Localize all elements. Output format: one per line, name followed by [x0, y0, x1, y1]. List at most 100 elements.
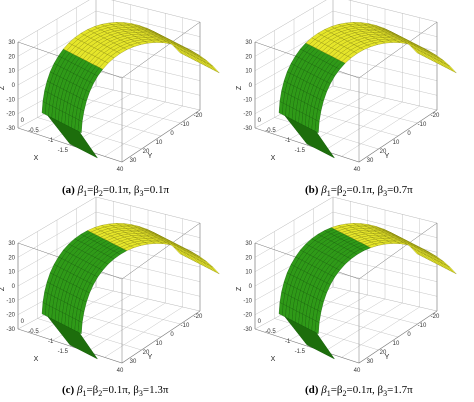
caption-subscript: 1	[82, 389, 87, 399]
surface-plot-d: 3020100-10-20-30Z403020100-10-20Y0-0.5-1…	[236, 196, 457, 374]
x-axis-label: X	[271, 356, 276, 363]
caption-subscript: 3	[383, 189, 388, 199]
caption-text: β	[321, 184, 327, 196]
caption-subscript: 3	[383, 389, 388, 399]
z-tick-label: -30	[243, 126, 252, 132]
caption-subscript: 3	[138, 389, 143, 399]
y-tick-label: 10	[393, 140, 400, 146]
caption-text: =0.1π, β	[102, 184, 140, 196]
z-tick-label: 10	[245, 69, 252, 75]
caption-text: β	[76, 384, 83, 396]
caption-a: (a) β1=β2=0.1π, β3=0.1π	[62, 184, 169, 198]
x-axis-label: X	[34, 356, 39, 363]
green-flap	[47, 115, 98, 159]
z-tick-label: -30	[6, 327, 15, 333]
caption-text: =β	[86, 384, 99, 396]
z-tick-label: 10	[8, 270, 15, 276]
x-axis-label: X	[34, 155, 39, 162]
z-tick-label: 20	[245, 255, 252, 261]
panel-a: 3020100-10-20-30Z403020100-10-20Y0-0.5-1…	[0, 0, 237, 201]
y-tick-label: 0	[170, 131, 174, 137]
x-tick-label: -1	[48, 339, 54, 345]
caption-text: =0.1π, β	[346, 384, 384, 396]
y-tick-label: 20	[380, 149, 387, 155]
z-tick-label: -20	[243, 112, 252, 118]
z-tick-label: 0	[249, 83, 253, 89]
caption-subscript: 3	[139, 189, 144, 199]
surface	[41, 22, 220, 159]
grid-line	[37, 30, 142, 150]
y-tick-label: 30	[367, 359, 374, 365]
x-tick-label: -1.5	[58, 148, 69, 154]
z-tick-label: -10	[6, 97, 15, 103]
y-tick-label: -10	[181, 323, 190, 329]
caption-b: (b) β1=β2=0.1π, β3=0.7π	[305, 184, 413, 198]
y-tick-label: 40	[354, 167, 361, 173]
x-tick-label: -0.5	[265, 128, 276, 134]
y-tick-label: 20	[380, 350, 387, 356]
surface	[278, 22, 457, 159]
surface	[278, 223, 457, 360]
caption-subscript: 2	[342, 189, 347, 199]
z-tick-label: 10	[245, 270, 252, 276]
z-tick-label: -20	[6, 313, 15, 319]
caption-text: =β	[87, 184, 99, 196]
y-tick-label: 40	[117, 368, 124, 374]
caption-subscript: 2	[98, 389, 103, 399]
caption-subscript: 1	[83, 189, 88, 199]
yellow-surface-cell	[446, 64, 457, 74]
z-tick-label: -10	[243, 97, 252, 103]
y-axis-label: Y	[385, 153, 390, 160]
x-tick-label: -0.5	[265, 329, 276, 335]
x-tick-label: -1.5	[58, 349, 69, 355]
caption-text: =1.7π	[387, 384, 413, 396]
caption-text: =0.1π, β	[346, 184, 384, 196]
caption-text: =0.1π	[143, 184, 169, 196]
caption-text: =0.7π	[387, 184, 413, 196]
green-flap	[47, 316, 98, 360]
y-tick-label: 0	[407, 131, 411, 137]
y-tick-label: 0	[170, 332, 174, 338]
x-tick-label: -1.5	[295, 148, 306, 154]
x-tick-label: -0.5	[28, 329, 39, 335]
y-tick-label: 40	[117, 167, 124, 173]
x-tick-label: 0	[21, 118, 25, 124]
caption-label: (b)	[305, 184, 319, 196]
grid-line	[37, 231, 142, 351]
y-tick-label: 10	[156, 341, 163, 347]
panel-b: 30 20 10 0 -10 -20 -30 Z 40 30 20 10 0 -10 -20 Y 0 -0.5 -1…	[236, 0, 474, 201]
surface-plot-b: 3020100-10-20-30Z403020100-10-20Y0-0.5-1…	[236, 0, 457, 173]
z-tick-label: 0	[249, 284, 253, 290]
x-tick-label: -1	[285, 138, 291, 144]
z-axis-label: Z	[236, 286, 243, 291]
y-tick-label: 0	[407, 332, 411, 338]
z-tick-label: -10	[243, 298, 252, 304]
caption-label: (c)	[62, 384, 75, 396]
z-tick-label: -30	[243, 327, 252, 333]
y-tick-label: -20	[431, 113, 440, 119]
z-axis-label: Z	[0, 85, 6, 90]
caption-text: β	[321, 384, 327, 396]
y-axis-label: Y	[148, 153, 153, 160]
z-tick-label: -20	[243, 313, 252, 319]
caption-c: (c) β1=β2=0.1π, β3=1.3π	[62, 384, 168, 398]
caption-text: =β	[330, 384, 343, 396]
y-tick-label: 10	[393, 341, 400, 347]
y-tick-label: -10	[418, 122, 427, 128]
green-flap	[284, 316, 335, 360]
y-tick-label: -20	[431, 314, 440, 320]
caption-text: =β	[330, 184, 343, 196]
z-axis-label: Z	[0, 286, 6, 291]
z-tick-label: 30	[8, 241, 15, 247]
y-tick-label: 20	[143, 149, 150, 155]
y-tick-label: -20	[194, 113, 203, 119]
y-tick-label: 30	[130, 158, 137, 164]
z-tick-label: -30	[6, 126, 15, 132]
y-axis-label: Y	[385, 354, 390, 361]
grid-line	[274, 30, 379, 150]
z-tick-label: 0	[12, 83, 16, 89]
z-tick-label: 0	[12, 284, 16, 290]
surface-plot-c: 3020100-10-20-30Z403020100-10-20Y0-0.5-1…	[0, 196, 220, 374]
x-tick-label: 0	[258, 319, 262, 325]
y-axis-label: Y	[148, 354, 153, 361]
